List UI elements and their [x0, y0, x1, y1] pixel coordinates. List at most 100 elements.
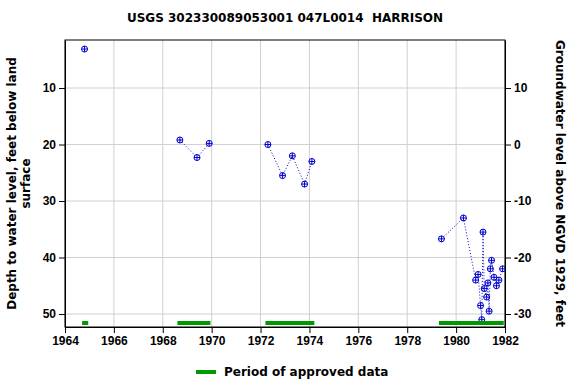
- marker-circle: [460, 215, 466, 221]
- grid: [65, 40, 505, 327]
- y-axis-title-line: Depth to water level, feet below land: [5, 57, 19, 310]
- point: [493, 283, 499, 289]
- marker-circle: [473, 277, 479, 283]
- point: [280, 173, 286, 179]
- plot-frame: [65, 40, 505, 327]
- tick: 0: [505, 138, 521, 152]
- tick-label: 1974: [297, 334, 324, 348]
- x-axis: 1964196619681970197219741976197819801982: [52, 327, 519, 348]
- tick-label: 1980: [443, 334, 470, 348]
- tick-mark: [212, 327, 213, 333]
- tick-label: 0: [514, 138, 521, 152]
- marker-circle: [481, 286, 487, 292]
- point: [82, 46, 88, 52]
- point: [206, 140, 212, 146]
- marker-circle: [206, 140, 212, 146]
- grid-line-y: [65, 257, 505, 258]
- tick: -10: [505, 194, 532, 208]
- marker-circle: [265, 142, 271, 148]
- tick-mark: [407, 327, 408, 333]
- point: [309, 158, 315, 164]
- point: [478, 303, 484, 309]
- tick: 1970: [199, 327, 226, 348]
- marker-circle: [280, 173, 286, 179]
- y2-axis-title: Groundwater level above NGVD 1929, feet: [553, 40, 567, 327]
- marker-circle: [485, 280, 491, 286]
- point: [481, 286, 487, 292]
- marker-plus: [475, 271, 481, 277]
- tick: 1978: [394, 327, 421, 348]
- grid-line-x: [456, 40, 457, 327]
- tick-mark: [59, 201, 65, 202]
- marker-plus: [480, 229, 486, 235]
- tick-mark: [505, 145, 511, 146]
- tick: 40: [43, 251, 65, 265]
- grid-line-y: [65, 314, 505, 315]
- legend: Period of approved data: [196, 365, 388, 379]
- marker-plus: [486, 308, 492, 314]
- tick-label: 40: [43, 251, 57, 265]
- tick-label: 1982: [492, 334, 519, 348]
- approved-period: [265, 321, 314, 325]
- data: [82, 46, 505, 323]
- tick-label: -20: [514, 251, 532, 265]
- marker-plus: [194, 155, 200, 161]
- point: [475, 271, 481, 277]
- marker-plus: [481, 286, 487, 292]
- tick-label: 1972: [248, 334, 275, 348]
- tick: 20: [43, 138, 65, 152]
- tick-mark: [114, 327, 115, 333]
- point: [480, 229, 486, 235]
- legend-swatch: [196, 370, 216, 374]
- grid-line-y: [65, 201, 505, 202]
- tick-mark: [456, 327, 457, 333]
- tick-mark: [309, 327, 310, 333]
- marker-circle: [486, 308, 492, 314]
- grid-line-x: [407, 40, 408, 327]
- marker-plus: [302, 181, 308, 187]
- grid-line-x: [162, 40, 163, 327]
- marker-circle: [484, 294, 490, 300]
- marker-circle: [489, 257, 495, 263]
- y2-axis: 10 0 -10 -20 -30: [505, 41, 532, 328]
- tick-label: 1978: [394, 334, 421, 348]
- marker-plus: [496, 277, 502, 283]
- tick-label: 30: [43, 194, 57, 208]
- tick-mark: [505, 88, 511, 89]
- tick-label: 1964: [52, 334, 79, 348]
- tick: 1964: [52, 327, 79, 348]
- marker-circle: [500, 266, 505, 272]
- tick-mark: [59, 258, 65, 259]
- tick-mark: [358, 327, 359, 333]
- tick-label: 1966: [101, 334, 128, 348]
- tick-label: 10: [43, 81, 57, 95]
- tick-label: 10: [514, 81, 528, 95]
- marker-circle: [478, 303, 484, 309]
- marker-plus: [82, 46, 88, 52]
- point: [265, 142, 271, 148]
- tick-label: 50: [43, 307, 57, 321]
- marker-circle: [82, 46, 88, 52]
- tick-mark: [261, 327, 262, 333]
- marker-circle: [194, 155, 200, 161]
- tick-mark: [65, 327, 66, 333]
- marker-plus: [478, 303, 484, 309]
- approved-period: [177, 321, 210, 325]
- tick: 1982: [492, 327, 519, 348]
- marker-circle: [438, 236, 444, 242]
- marker-circle: [480, 229, 486, 235]
- tick: -30: [505, 307, 532, 321]
- tick-mark: [505, 314, 511, 315]
- point: [484, 294, 490, 300]
- tick-mark: [59, 314, 65, 315]
- legend-label: Period of approved data: [224, 365, 388, 379]
- grid-line-x: [309, 40, 310, 327]
- tick: 1974: [297, 327, 324, 348]
- tick-mark: [59, 88, 65, 89]
- point: [460, 215, 466, 221]
- approved-period: [82, 321, 88, 325]
- y-axis-title-line: surface: [19, 158, 33, 208]
- point: [485, 280, 491, 286]
- y-axis-title: Depth to water level, feet below landsur…: [5, 57, 33, 310]
- tick-mark: [163, 327, 164, 333]
